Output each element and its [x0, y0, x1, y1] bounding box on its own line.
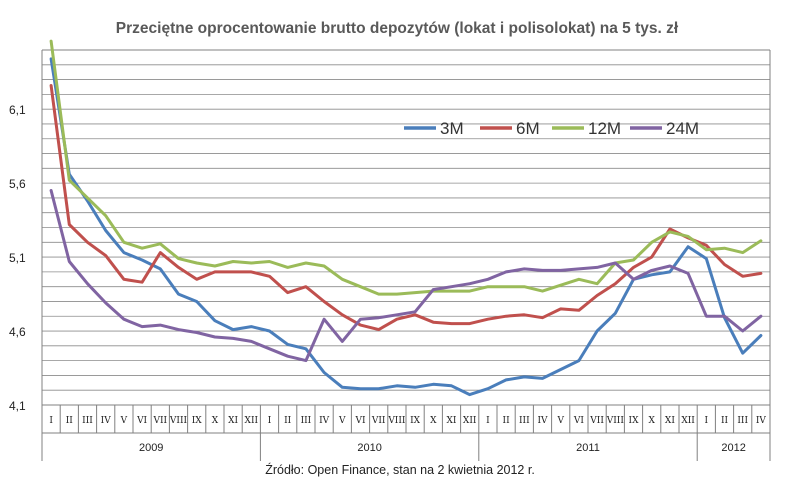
- grid-lines: [41, 49, 771, 406]
- x-tick-label: III: [82, 416, 93, 426]
- year-label: 2010: [357, 442, 381, 454]
- x-tick-label: IX: [410, 416, 421, 426]
- y-tick-label: 5,6: [9, 177, 26, 191]
- y-axis-ticks: 4,1 4,6 5,1 5,6 6,1: [9, 103, 26, 413]
- x-tick-label: III: [737, 416, 748, 426]
- x-tick-label: IX: [629, 416, 640, 426]
- x-tick-label: VII: [152, 416, 167, 426]
- x-tick-label: XII: [245, 416, 259, 426]
- legend-label-3m: 3M: [440, 119, 464, 138]
- x-tick-label: IV: [319, 416, 330, 426]
- x-tick-label: XI: [447, 416, 457, 426]
- x-tick-label: II: [66, 416, 74, 426]
- x-tick-label: III: [519, 416, 530, 426]
- x-tick-label: XII: [681, 416, 695, 426]
- y-tick-label: 5,1: [9, 251, 26, 265]
- legend-label-6m: 6M: [516, 119, 540, 138]
- series-line-6m: [49, 84, 763, 332]
- x-tick-label: II: [284, 416, 292, 426]
- legend-label-12m: 12M: [588, 119, 621, 138]
- series-line-24m: [49, 189, 763, 363]
- x-tick-label: VIII: [387, 416, 406, 426]
- x-tick-label: V: [556, 416, 564, 426]
- x-tick-label: V: [338, 416, 346, 426]
- x-tick-label: I: [49, 416, 53, 426]
- y-tick-label: 6,1: [9, 103, 26, 117]
- x-tick-label: II: [721, 416, 729, 426]
- x-tick-label: IX: [192, 416, 203, 426]
- x-tick-label: VIII: [606, 416, 625, 426]
- x-tick-label: X: [648, 416, 655, 426]
- x-tick-label: III: [301, 416, 312, 426]
- legend: 3M 6M 12M 24M: [404, 119, 699, 138]
- chart-title: Przeciętne oprocentowanie brutto depozyt…: [116, 20, 679, 37]
- x-tick-label: IV: [537, 416, 548, 426]
- y-tick-label: 4,6: [9, 325, 26, 339]
- x-tick-label: VI: [354, 416, 365, 426]
- x-tick-label: I: [268, 416, 272, 426]
- x-tick-label: VIII: [169, 416, 188, 426]
- x-tick-label: XI: [665, 416, 675, 426]
- x-tick-label: IV: [101, 416, 112, 426]
- series-lines: [49, 39, 763, 397]
- legend-label-24m: 24M: [666, 119, 699, 138]
- x-tick-label: IV: [756, 416, 767, 426]
- series-line-12m: [49, 39, 763, 296]
- x-tick-label: XII: [463, 416, 477, 426]
- x-tick-label: X: [430, 416, 437, 426]
- source-note: Źródło: Open Finance, stan na 2 kwietnia…: [265, 462, 535, 477]
- x-tick-label: V: [120, 416, 128, 426]
- x-tick-label: VII: [371, 416, 386, 426]
- x-tick-label: II: [503, 416, 511, 426]
- year-label: 2009: [139, 442, 163, 454]
- y-tick-label: 4,1: [9, 399, 26, 413]
- x-tick-label: VI: [136, 416, 147, 426]
- x-tick-label: VII: [589, 416, 604, 426]
- x-tick-label: I: [705, 416, 709, 426]
- x-tick-label: XI: [228, 416, 238, 426]
- year-label: 2011: [576, 442, 600, 454]
- x-axis: I II III IV V VI VII VIII IX X XI XII I II III IV V VI VII…: [41, 404, 771, 461]
- x-tick-label: X: [212, 416, 219, 426]
- x-tick-label: VI: [573, 416, 584, 426]
- year-label: 2012: [721, 442, 745, 454]
- x-tick-label: I: [486, 416, 490, 426]
- series-line-3m: [49, 57, 763, 397]
